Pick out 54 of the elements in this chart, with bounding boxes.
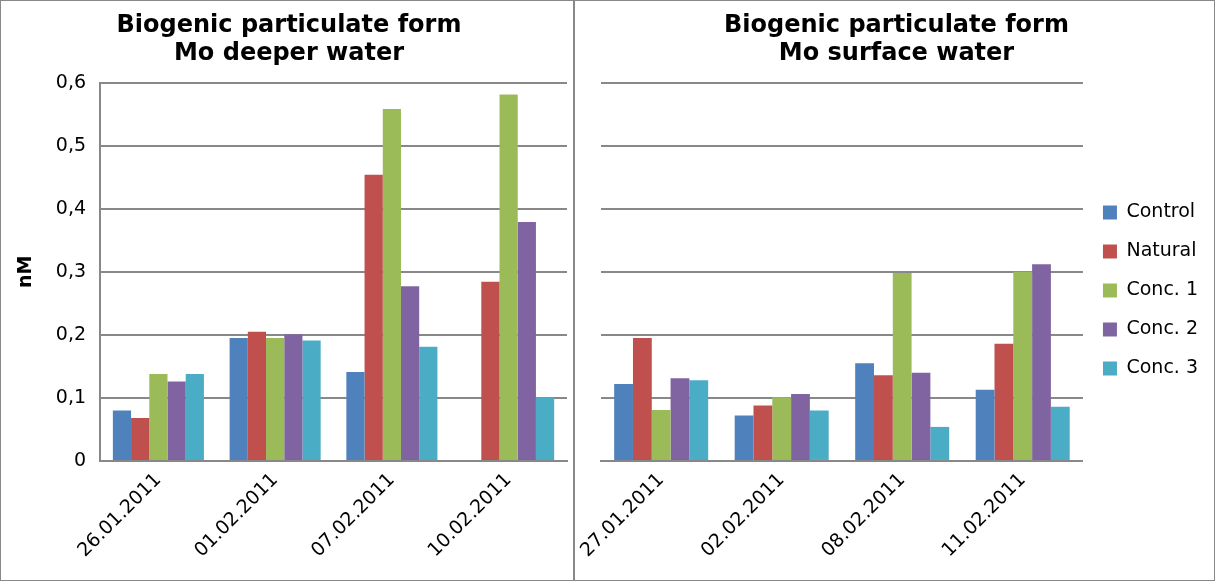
- bar: [535, 397, 555, 460]
- legend-label: Conc. 1: [1126, 277, 1198, 300]
- bar: [517, 221, 536, 460]
- bar: [247, 331, 267, 460]
- bar: [499, 94, 518, 460]
- bar: [689, 380, 709, 460]
- bar: [670, 378, 690, 460]
- bar: [266, 337, 285, 460]
- bar: [1032, 264, 1051, 460]
- y-tick-label: 0,2: [55, 321, 87, 344]
- bar: [994, 343, 1014, 460]
- legend-label: Natural: [1126, 238, 1197, 261]
- bar: [112, 410, 132, 460]
- bar: [632, 337, 652, 460]
- legend-label: Conc. 2: [1126, 316, 1198, 339]
- y-axis-title: nM: [13, 255, 36, 288]
- legend-label: Conc. 3: [1126, 355, 1198, 378]
- bar: [364, 174, 383, 460]
- bar: [481, 281, 500, 460]
- bar: [809, 410, 829, 460]
- bar: [1013, 271, 1033, 460]
- bar: [167, 381, 186, 460]
- legend-label: Control: [1126, 199, 1196, 222]
- y-tick-label: 0: [73, 447, 87, 470]
- y-tick-label: 0,4: [55, 195, 87, 218]
- y-tick-label: 0,5: [55, 132, 87, 155]
- bar: [892, 273, 912, 460]
- bar: [419, 346, 438, 460]
- bar: [873, 375, 893, 460]
- bar: [975, 389, 995, 460]
- bar: [772, 397, 792, 460]
- bar: [753, 405, 773, 460]
- bar: [911, 372, 931, 460]
- bar: [302, 340, 321, 460]
- bar: [400, 286, 420, 460]
- bar: [149, 373, 168, 460]
- bar: [930, 426, 950, 460]
- bar: [185, 373, 204, 460]
- bar: [284, 334, 303, 460]
- bar: [382, 109, 401, 460]
- bar: [734, 415, 754, 460]
- chart-title: Biogenic particulate form Mo surface water: [724, 9, 1069, 67]
- bar: [614, 384, 633, 460]
- y-tick-label: 0,1: [55, 384, 87, 407]
- bar: [1050, 406, 1070, 460]
- bar: [855, 363, 874, 460]
- bar: [651, 409, 671, 460]
- chart-title: Biogenic particulate form Mo deeper water: [116, 9, 462, 67]
- y-tick-label: 0,3: [55, 258, 87, 281]
- y-tick-label: 0,6: [55, 69, 87, 92]
- bar: [791, 394, 810, 460]
- bar: [346, 372, 365, 460]
- bar: [131, 418, 150, 460]
- bar: [229, 337, 248, 460]
